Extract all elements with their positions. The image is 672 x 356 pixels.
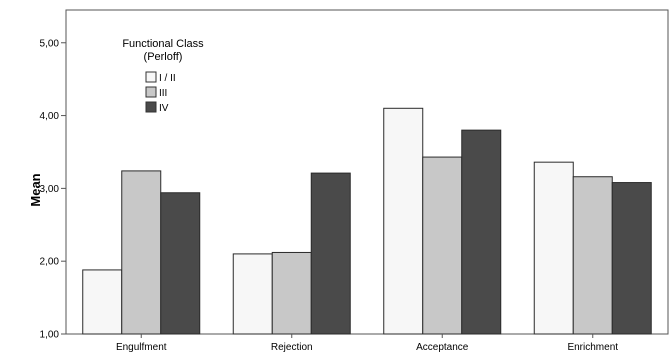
bar-enrichment-series-3 [611,182,652,335]
y-tick-label: 4,00 [40,111,60,122]
legend-label-1: I / II [159,73,176,84]
x-tick-label: Acceptance [416,342,469,353]
bar-acceptance-series-1 [383,107,424,335]
bar-enrichment-series-1 [533,161,574,335]
legend-title-line2: (Perloff) [144,51,183,63]
y-tick-label: 1,00 [40,330,60,341]
bar-engulfment-series-2 [121,170,162,335]
legend-item-1: I / II [145,71,176,84]
y-axis: 1,00 2,00 3,00 4,00 5,00 [40,38,66,341]
y-axis-title: Mean [28,173,43,206]
legend-label-2: III [159,88,167,99]
legend-swatch-1 [145,71,157,83]
x-tick-label: Engulfment [116,342,167,353]
y-tick-label: 3,00 [40,184,60,195]
legend-item-2: III [145,86,167,99]
bars-group [82,107,652,335]
legend-label-3: IV [159,103,169,114]
bar-rejection-series-1 [232,253,273,335]
legend-swatch-3 [145,101,157,113]
bar-acceptance-series-2 [422,156,463,335]
bar-acceptance-series-3 [461,129,502,335]
legend-swatch-2 [145,86,157,98]
bar-engulfment-series-3 [160,192,201,335]
x-tick-label: Rejection [271,342,313,353]
bar-engulfment-series-1 [82,269,123,335]
bar-rejection-series-3 [310,172,351,335]
legend: Functional Class (Perloff) I / II III IV [122,38,204,114]
legend-title-line1: Functional Class [122,38,204,50]
bar-enrichment-series-2 [572,176,613,335]
x-axis: Engulfment Rejection Acceptance Enrichment [116,334,618,353]
legend-item-3: IV [145,101,169,114]
y-tick-label: 2,00 [40,257,60,268]
x-tick-label: Enrichment [567,342,618,353]
y-tick-label: 5,00 [40,38,60,49]
bar-rejection-series-2 [271,251,312,335]
plot-frame [65,9,669,335]
